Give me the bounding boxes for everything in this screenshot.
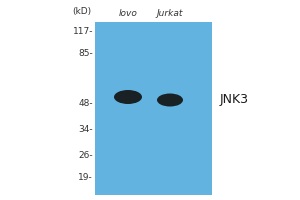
Text: 85-: 85- [78, 48, 93, 58]
Ellipse shape [157, 94, 183, 106]
Bar [95, 22, 212, 195]
Text: (kD): (kD) [72, 7, 92, 16]
Text: 117-: 117- [73, 27, 93, 36]
Text: lovo: lovo [118, 9, 137, 18]
Text: JNK3: JNK3 [220, 94, 249, 106]
Text: Jurkat: Jurkat [157, 9, 183, 18]
Text: 19-: 19- [78, 173, 93, 182]
Text: 26-: 26- [78, 150, 93, 160]
Text: 48-: 48- [78, 98, 93, 108]
Ellipse shape [114, 90, 142, 104]
Text: 34-: 34- [78, 126, 93, 134]
